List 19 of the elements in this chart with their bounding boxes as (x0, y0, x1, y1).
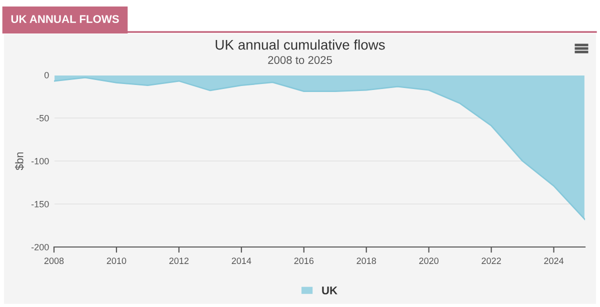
chart-title: UK annual cumulative flows (216, 40, 385, 50)
x-tick-label: 2008 (44, 258, 64, 264)
x-tick-label: 2018 (356, 258, 376, 264)
y-tick-label: -200 (31, 244, 49, 250)
text: UK ANNUAL FLOWS (11, 15, 119, 23)
x-tick-label: 2020 (419, 258, 439, 264)
x-tick-label: 2024 (544, 258, 564, 264)
x-tick-label: 2010 (106, 258, 126, 264)
y-tick-label: 0 (44, 72, 49, 78)
y-tick-label: -100 (31, 158, 49, 164)
y-tick-label: -150 (31, 200, 49, 208)
chart-subtitle: 2008 to 2025 (268, 56, 332, 64)
legend-label: UK (322, 286, 338, 294)
x-tick-label: 2016 (294, 258, 314, 264)
x-tick-label: 2012 (169, 258, 189, 264)
y-axis-title: $bn (14, 152, 24, 170)
y-tick-label: -50 (36, 114, 49, 122)
x-tick-label: 2014 (232, 258, 252, 264)
x-tick-label: 2022 (482, 258, 501, 264)
